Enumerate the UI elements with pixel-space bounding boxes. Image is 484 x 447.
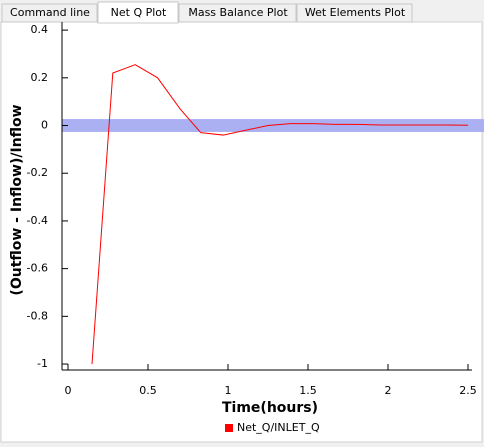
x-tick-label: 2 [385, 384, 392, 397]
x-axis-label: Time(hours) [222, 400, 318, 416]
tab-label[interactable]: Wet Elements Plot [305, 6, 406, 19]
tab[interactable] [1, 3, 98, 23]
tab-label[interactable]: Command line [10, 6, 90, 19]
y-tick-label: 0.2 [31, 71, 49, 84]
legend-swatch [225, 424, 233, 432]
legend-label: Net_Q/INLET_Q [237, 421, 320, 434]
tab[interactable] [97, 1, 179, 24]
tab[interactable] [178, 3, 297, 23]
y-tick-label: -0.6 [27, 262, 48, 275]
y-tick-label: -1 [37, 357, 48, 370]
y-tick-label: -0.2 [27, 166, 48, 179]
x-tick-label: 1 [225, 384, 232, 397]
data-line [91, 64, 469, 365]
y-tick-label: 0 [41, 119, 48, 132]
panel [0, 21, 483, 443]
y-tick-label: -0.4 [27, 214, 48, 227]
y-tick-label: -0.8 [27, 309, 48, 322]
y-tick-label: 0.4 [31, 23, 49, 36]
y-axis-label: (Outflow - Inflow)/Inflow [9, 104, 25, 295]
tab[interactable] [296, 3, 413, 23]
tab-label[interactable]: Net Q Plot [111, 6, 167, 19]
x-tick-label: 2.5 [459, 384, 477, 397]
x-tick-label: 0 [65, 384, 72, 397]
x-tick-label: 0.5 [139, 384, 157, 397]
tab-label[interactable]: Mass Balance Plot [188, 6, 288, 19]
x-tick-label: 1.5 [299, 384, 317, 397]
